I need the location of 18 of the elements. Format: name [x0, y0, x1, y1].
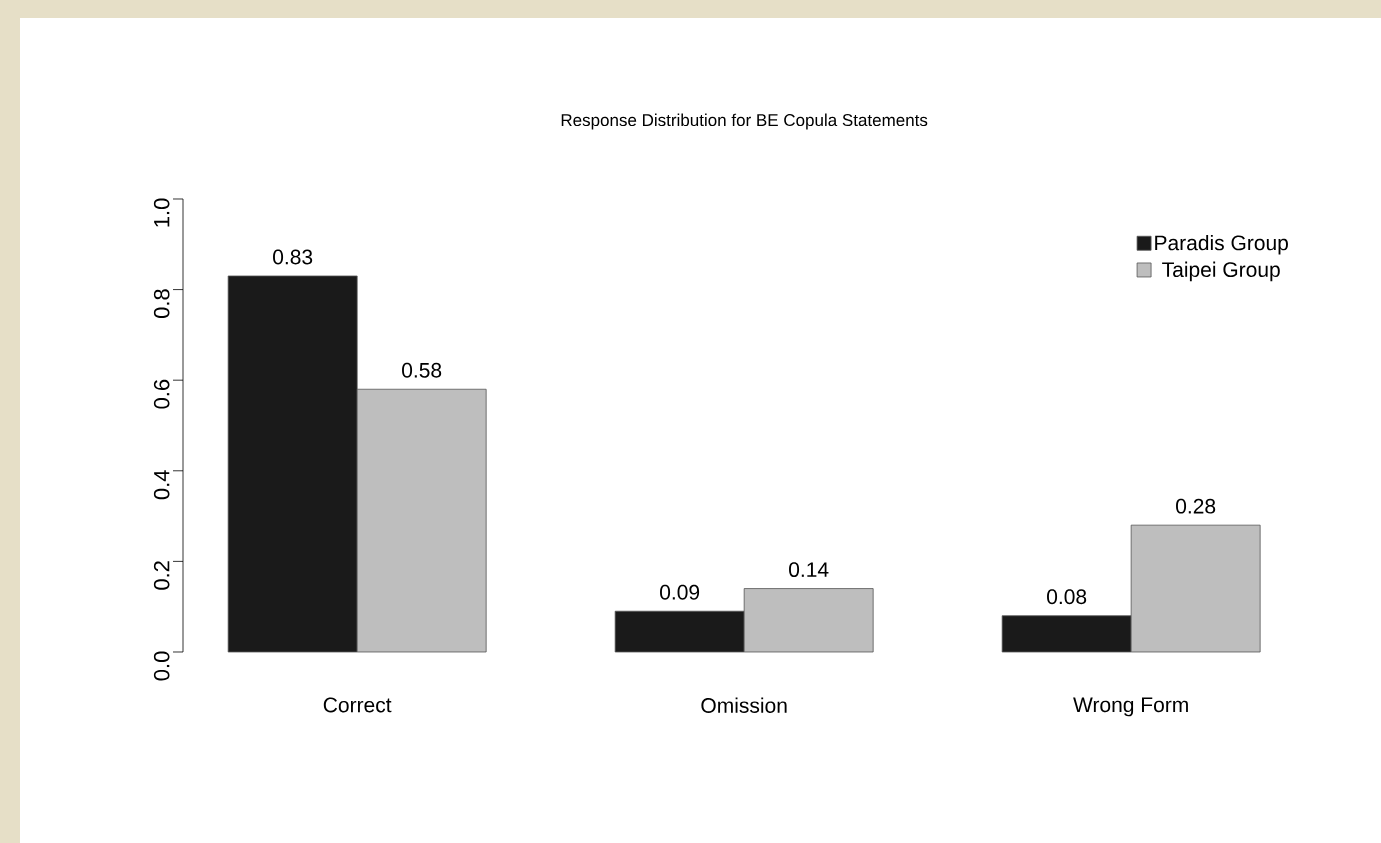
data-label: 0.28 [1176, 498, 1216, 514]
legend-label: Taipei Group [1162, 261, 1280, 282]
chart-title: Response Distribution for BE Copula Statements [561, 113, 928, 130]
data-label: 0.58 [402, 362, 442, 378]
data-label: 0.83 [273, 249, 313, 265]
y-tick-label: 0.2 [153, 561, 170, 590]
y-tick-label: 1.0 [153, 198, 170, 227]
legend-label: Paradis Group [1155, 234, 1288, 255]
data-label: 0.14 [789, 562, 829, 578]
x-tick-label: Correct [323, 697, 392, 713]
x-tick-label: Wrong Form [1073, 697, 1188, 717]
y-tick-label: 0.4 [153, 470, 170, 500]
y-tick-label: 0.6 [153, 379, 170, 409]
data-label: 0.09 [660, 584, 700, 600]
y-tick-label: 0.8 [153, 289, 170, 319]
data-label: 0.08 [1047, 589, 1087, 605]
y-tick-label: 0.0 [153, 651, 170, 681]
x-tick-label: Omission [701, 697, 787, 713]
